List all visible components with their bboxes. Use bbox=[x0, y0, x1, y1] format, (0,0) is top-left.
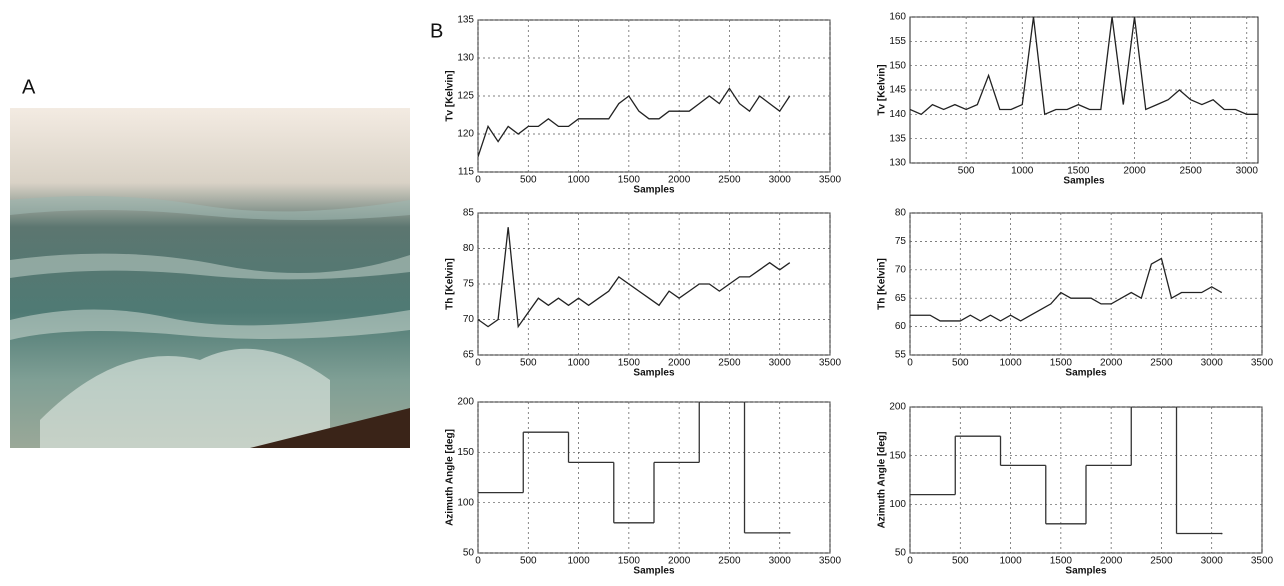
step-end bbox=[789, 532, 791, 534]
x-tick-label: 1000 bbox=[567, 358, 590, 369]
chart: 5560657075800500100015002000250030003500… bbox=[877, 208, 1274, 379]
x-tick-label: 3500 bbox=[819, 556, 842, 567]
panel-label: A bbox=[22, 76, 36, 98]
x-axis-label: Samples bbox=[633, 566, 675, 577]
y-tick-label: 150 bbox=[457, 447, 474, 458]
y-axis-label: Th [Kelvin] bbox=[445, 258, 456, 310]
y-axis-label: Tv [Kelvin] bbox=[877, 64, 888, 115]
x-tick-label: 2500 bbox=[1150, 556, 1173, 567]
x-tick-label: 3500 bbox=[819, 358, 842, 369]
y-tick-label: 75 bbox=[895, 236, 907, 247]
y-tick-label: 200 bbox=[457, 397, 474, 408]
y-tick-label: 60 bbox=[895, 321, 907, 332]
x-tick-label: 500 bbox=[952, 358, 969, 369]
x-axis-label: Samples bbox=[1065, 368, 1107, 379]
photo bbox=[10, 108, 410, 448]
x-axis-label: Samples bbox=[633, 185, 675, 196]
x-tick-label: 3000 bbox=[769, 175, 792, 186]
y-tick-label: 115 bbox=[458, 167, 474, 178]
y-tick-label: 150 bbox=[889, 450, 906, 461]
y-tick-label: 160 bbox=[889, 12, 906, 23]
y-tick-label: 100 bbox=[889, 499, 906, 510]
y-tick-label: 70 bbox=[463, 314, 475, 325]
y-axis-label: Tv [Kelvin] bbox=[445, 70, 456, 121]
y-tick-label: 65 bbox=[463, 350, 475, 361]
x-tick-label: 2500 bbox=[1180, 166, 1203, 177]
x-tick-label: 3500 bbox=[1251, 556, 1274, 567]
x-axis-label: Samples bbox=[1065, 566, 1107, 577]
x-tick-label: 500 bbox=[520, 175, 537, 186]
x-tick-label: 2500 bbox=[718, 175, 741, 186]
x-axis-label: Samples bbox=[633, 368, 675, 379]
x-tick-label: 0 bbox=[475, 556, 481, 567]
x-tick-label: 3000 bbox=[1201, 358, 1224, 369]
x-tick-label: 3500 bbox=[819, 175, 842, 186]
y-tick-label: 155 bbox=[889, 36, 906, 47]
y-tick-label: 55 bbox=[895, 350, 907, 361]
x-tick-label: 1000 bbox=[999, 358, 1022, 369]
y-tick-label: 145 bbox=[889, 85, 906, 96]
y-tick-label: 80 bbox=[895, 208, 907, 219]
y-tick-label: 135 bbox=[457, 15, 474, 26]
y-tick-label: 50 bbox=[463, 548, 475, 559]
y-tick-label: 65 bbox=[895, 293, 907, 304]
x-tick-label: 1000 bbox=[567, 175, 590, 186]
x-tick-label: 1000 bbox=[567, 556, 590, 567]
panel-label: B bbox=[430, 20, 443, 42]
y-tick-label: 70 bbox=[895, 264, 907, 275]
y-tick-label: 85 bbox=[463, 208, 475, 219]
y-axis-label: Th [Kelvin] bbox=[877, 258, 888, 310]
step-end bbox=[1221, 533, 1223, 535]
y-axis-label: Azimuth Angle [deg] bbox=[445, 429, 456, 526]
chart: 501001502000500100015002000250030003500S… bbox=[877, 402, 1274, 577]
x-tick-label: 3500 bbox=[1251, 358, 1274, 369]
x-tick-label: 500 bbox=[520, 556, 537, 567]
x-tick-label: 2500 bbox=[1150, 358, 1173, 369]
chart: 1151201251301350500100015002000250030003… bbox=[445, 15, 842, 196]
y-tick-label: 80 bbox=[463, 243, 475, 254]
x-tick-label: 2500 bbox=[718, 358, 741, 369]
x-tick-label: 3000 bbox=[769, 556, 792, 567]
y-tick-label: 130 bbox=[889, 158, 906, 169]
x-tick-label: 1000 bbox=[1011, 166, 1034, 177]
y-tick-label: 150 bbox=[889, 60, 906, 71]
x-tick-label: 0 bbox=[475, 358, 481, 369]
x-tick-label: 3000 bbox=[1236, 166, 1259, 177]
x-tick-label: 500 bbox=[520, 358, 537, 369]
plot-area bbox=[910, 213, 1262, 355]
x-tick-label: 2500 bbox=[718, 556, 741, 567]
chart: 501001502000500100015002000250030003500S… bbox=[445, 397, 842, 577]
x-axis-label: Samples bbox=[1063, 176, 1105, 187]
x-tick-label: 0 bbox=[907, 358, 913, 369]
x-tick-label: 0 bbox=[907, 556, 913, 567]
y-axis-label: Azimuth Angle [deg] bbox=[877, 432, 888, 529]
y-tick-label: 120 bbox=[457, 129, 474, 140]
x-tick-label: 500 bbox=[952, 556, 969, 567]
chart: 65707580850500100015002000250030003500Sa… bbox=[445, 208, 842, 379]
y-tick-label: 50 bbox=[895, 548, 907, 559]
x-tick-label: 1000 bbox=[999, 556, 1022, 567]
y-tick-label: 140 bbox=[889, 109, 906, 120]
y-tick-label: 200 bbox=[889, 402, 906, 413]
y-tick-label: 100 bbox=[457, 497, 474, 508]
y-tick-label: 75 bbox=[463, 279, 475, 290]
x-tick-label: 3000 bbox=[769, 358, 792, 369]
x-tick-label: 2000 bbox=[1123, 166, 1146, 177]
y-tick-label: 135 bbox=[889, 133, 906, 144]
chart: 1301351401451501551605001000150020002500… bbox=[877, 12, 1259, 187]
x-tick-label: 3000 bbox=[1201, 556, 1224, 567]
x-tick-label: 500 bbox=[958, 166, 975, 177]
y-tick-label: 125 bbox=[457, 91, 474, 102]
y-tick-label: 130 bbox=[457, 53, 474, 64]
x-tick-label: 0 bbox=[475, 175, 481, 186]
